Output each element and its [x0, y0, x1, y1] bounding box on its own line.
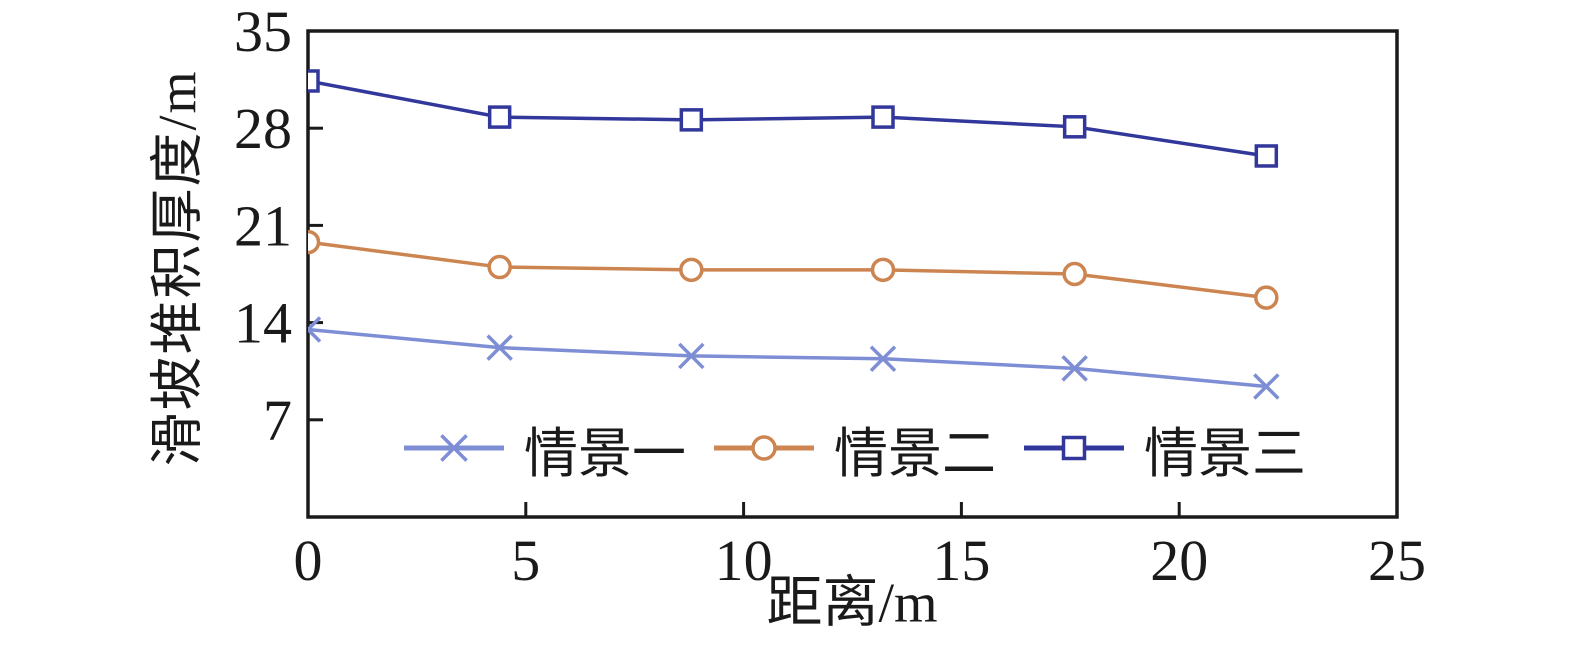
- y-tick-label: 7: [263, 388, 292, 453]
- square-marker-icon: [871, 105, 895, 129]
- square-marker-icon: [1061, 435, 1087, 461]
- x-tick-label: 0: [294, 528, 323, 593]
- y-tick-label: 28: [234, 96, 292, 161]
- circle-marker-icon: [308, 229, 321, 255]
- series-line-2: [308, 240, 1267, 300]
- circle-marker-icon: [1254, 285, 1279, 310]
- circle-marker-icon: [870, 257, 896, 283]
- legend-label-1: 情景一: [524, 423, 686, 484]
- square-marker-icon: [1062, 115, 1087, 139]
- legend: 情景一 情景二 情景三: [402, 416, 1306, 484]
- legend-label-3: 情景三: [1144, 423, 1306, 484]
- legend-item-2: 情景二: [712, 409, 996, 488]
- square-marker-icon: [487, 105, 512, 129]
- x-tick-label: 5: [511, 528, 540, 593]
- plot-frame: [306, 29, 1399, 519]
- square-marker-icon: [679, 108, 704, 132]
- y-axis-label: 滑坡堆积厚度/m: [147, 69, 208, 467]
- x-tick-label: 20: [1150, 528, 1208, 593]
- legend-square-sample: [1024, 435, 1124, 461]
- series-line-3: [308, 79, 1267, 158]
- circle-marker-icon: [487, 254, 512, 280]
- circle-marker-icon: [1062, 261, 1087, 287]
- legend-label-2: 情景二: [834, 423, 996, 484]
- x-marker-icon: [869, 345, 897, 372]
- y-tick-label: 21: [234, 193, 292, 258]
- x-axis-label: 距离/m: [766, 572, 938, 635]
- y-tick-label: 35: [234, 0, 292, 64]
- x-marker-icon: [678, 342, 705, 370]
- x-marker-icon: [486, 334, 513, 361]
- legend-item-3: 情景三: [1022, 409, 1306, 488]
- x-marker-icon: [440, 434, 468, 462]
- x-marker-icon: [308, 316, 322, 333]
- legend-item-1: 情景一: [402, 409, 686, 488]
- series-line-1: [308, 327, 1267, 389]
- circle-marker-icon: [751, 435, 777, 461]
- square-marker-icon: [308, 69, 320, 93]
- legend-circle-sample: [714, 435, 814, 461]
- circle-marker-icon: [679, 257, 704, 283]
- x-tick-label: 10: [715, 528, 773, 593]
- y-tick-label: 14: [234, 291, 292, 356]
- legend-x-sample: [404, 434, 504, 462]
- series-group: [308, 69, 1280, 400]
- x-marker-icon: [1253, 373, 1280, 400]
- x-marker-icon: [1061, 355, 1088, 382]
- square-marker-icon: [1254, 144, 1279, 168]
- x-marker-icon: [308, 327, 322, 343]
- x-tick-label: 25: [1368, 528, 1426, 593]
- x-tick-label: 15: [932, 528, 990, 593]
